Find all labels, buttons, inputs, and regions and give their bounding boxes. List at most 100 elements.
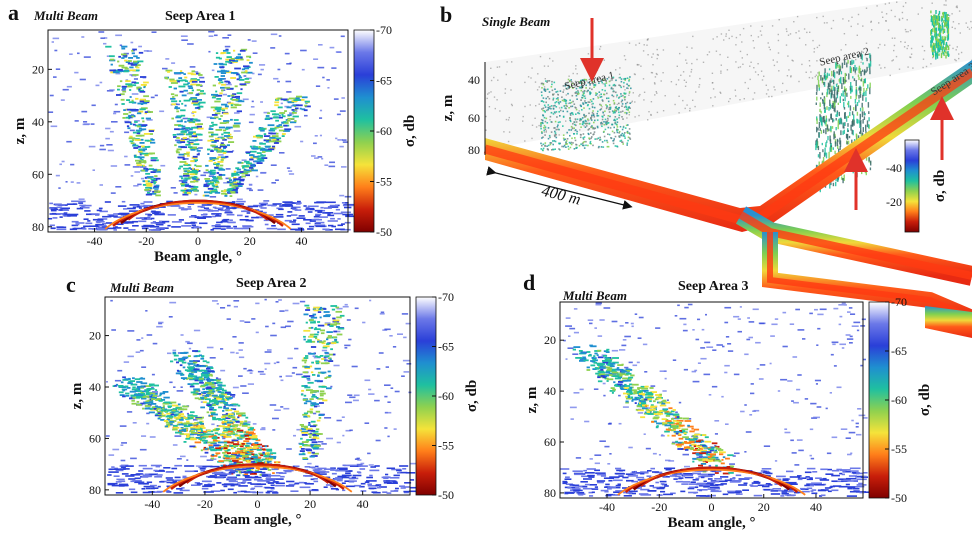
seep-1-plume	[547, 96, 549, 98]
seep-2-plume	[859, 67, 861, 74]
seep-2-plume	[869, 60, 872, 67]
seep-1-plume	[605, 122, 607, 124]
seep-1-plume	[569, 112, 572, 115]
seep-3-plume	[935, 32, 937, 37]
seep-1-plume	[541, 87, 543, 89]
seep-2-plume	[837, 119, 839, 126]
seep-2-plume	[865, 124, 867, 132]
seep-1-plume	[627, 109, 629, 111]
seep-2-plume	[821, 142, 823, 146]
seep-2-plume	[824, 68, 826, 74]
seep-2-plume	[848, 73, 850, 80]
seep-2-plume	[844, 92, 847, 96]
seep-1-plume	[577, 112, 579, 114]
seep-2-plume	[844, 94, 846, 102]
seep-1-plume	[558, 111, 560, 113]
seep-1-plume	[613, 103, 616, 105]
seep-1-plume	[609, 107, 612, 110]
seep-1-plume	[581, 94, 584, 97]
seep-2-plume	[858, 87, 860, 90]
seep-1-plume	[604, 139, 606, 142]
seep-1-plume	[607, 133, 609, 135]
seabed-core-drop	[767, 232, 972, 321]
seep-2-plume	[852, 166, 854, 174]
colorbar-tick-label: -65	[438, 340, 454, 354]
seep-2-plume	[837, 64, 839, 68]
seep-1-plume	[601, 115, 603, 118]
seep-1-plume	[606, 92, 608, 95]
colorbar-tick-label: -40	[886, 161, 902, 175]
seep-1-plume	[593, 114, 595, 117]
seep-1-plume	[605, 80, 607, 82]
seep-2-plume	[830, 88, 832, 93]
colorbar-tick-label: -70	[376, 23, 392, 37]
seep-3-plume	[943, 49, 946, 52]
seep-2-plume	[863, 87, 865, 94]
seep-2-plume	[845, 79, 847, 82]
seep-1-plume	[552, 113, 555, 115]
seep-1-plume	[608, 76, 610, 79]
seep-2-plume	[858, 94, 860, 99]
seep-2-plume	[858, 67, 860, 74]
seep-1-plume	[542, 109, 544, 112]
seep-2-plume	[829, 135, 831, 142]
seep-1-plume	[593, 86, 595, 88]
seep-2-plume	[843, 59, 846, 65]
seep-2-plume	[824, 97, 826, 105]
seep-3-plume	[931, 45, 933, 52]
seep-2-plume	[836, 90, 839, 94]
seep-1-plume	[555, 101, 558, 103]
seep-3-plume	[935, 27, 937, 31]
seep-1-plume	[550, 105, 553, 107]
seep-1-plume	[621, 105, 623, 107]
seep-3-plume	[947, 24, 950, 30]
seep-2-plume	[859, 107, 862, 112]
seep-1-plume	[555, 91, 557, 93]
seep-2-plume	[818, 71, 820, 77]
seep-2-plume	[855, 104, 857, 111]
seep-1-plume	[586, 90, 588, 93]
seep-1-plume	[544, 90, 547, 92]
seep-1-plume	[598, 91, 601, 93]
seep-2-plume	[855, 93, 857, 100]
seep-1-plume	[556, 116, 558, 118]
seep-1-plume	[557, 101, 560, 104]
seep-1-plume	[582, 121, 584, 123]
seep-1-plume	[575, 87, 578, 90]
seep-1-plume	[592, 144, 594, 147]
seep-1-plume	[603, 114, 605, 116]
colorbar-label: σ, db	[402, 115, 418, 147]
seep-1-plume	[622, 118, 624, 120]
seep-1-plume	[552, 140, 554, 142]
seep-1-plume	[580, 89, 583, 92]
seep-1-plume	[626, 112, 628, 114]
seep-3-plume	[932, 42, 935, 47]
seep-1-plume	[559, 142, 561, 145]
seep-1-plume	[551, 83, 553, 86]
seep-2-plume	[837, 102, 839, 105]
seep-3-plume	[944, 14, 946, 19]
seep-1-plume	[542, 114, 545, 117]
seep-1-plume	[608, 108, 610, 111]
seep-1-plume	[549, 142, 552, 144]
seep-2-plume	[822, 98, 824, 101]
y-tick-label: 80	[32, 220, 44, 234]
seep-1-plume	[572, 87, 574, 89]
seep-3-plume	[934, 51, 937, 57]
seep-1-plume	[605, 104, 607, 106]
seep-3-plume	[938, 41, 941, 46]
seep-2-plume	[853, 78, 856, 81]
seep-3-plume	[932, 19, 935, 25]
seep-1-plume	[608, 106, 611, 109]
seep-1-plume	[611, 110, 614, 112]
seep-1-plume	[552, 108, 555, 110]
seep-1-plume	[572, 142, 574, 144]
seep-2-plume	[855, 80, 857, 87]
seep-3-plume	[939, 46, 942, 50]
seep-1-plume	[591, 88, 593, 91]
seep-3-plume	[933, 45, 935, 51]
seep-2-plume	[829, 147, 831, 151]
seep-1-plume	[571, 105, 574, 108]
seep-2-plume	[861, 111, 864, 118]
seep-1-plume	[581, 86, 583, 89]
